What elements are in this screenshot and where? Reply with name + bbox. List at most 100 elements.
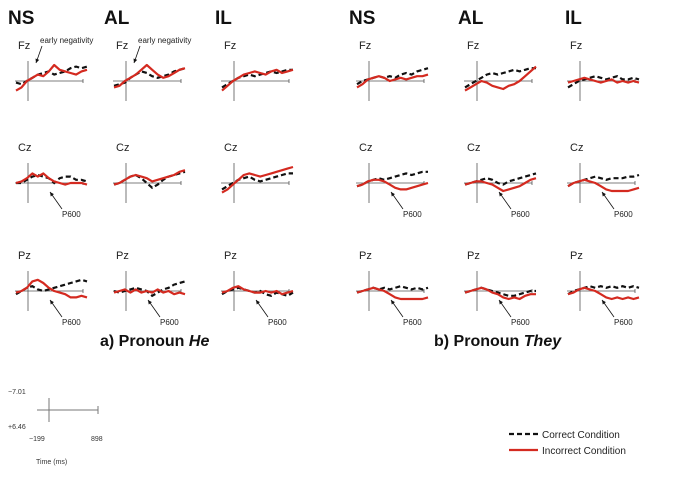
electrode-label: Cz — [116, 142, 129, 154]
erp-plot-they-il-fz: Fz — [567, 40, 640, 101]
waveform-incorrect — [113, 169, 186, 186]
waveform-incorrect — [567, 76, 640, 84]
waveform-correct — [221, 286, 294, 297]
group-label-they-ns: NS — [349, 8, 375, 29]
erp-plot-he-ns-fz: Fz — [15, 40, 88, 101]
group-label-they-al: AL — [458, 8, 484, 29]
waveform-incorrect — [356, 286, 429, 301]
electrode-label: Fz — [224, 40, 236, 52]
p600-label-he-ns-pz: P600 — [62, 318, 81, 327]
electrode-label: Fz — [467, 40, 479, 52]
erp-plot-they-il-pz: Pz — [567, 250, 640, 311]
scale-y-top-label: −7.01 — [8, 389, 26, 396]
electrode-label: Pz — [224, 250, 237, 262]
erp-plot-they-ns-cz: Cz — [356, 142, 429, 203]
erp-plot-he-al-fz: Fz — [113, 40, 186, 101]
early-negativity-label-he-ns-fz: early negativity — [40, 36, 93, 45]
p600-label-they-ns-pz: P600 — [403, 318, 422, 327]
p600-label-they-il-pz: P600 — [614, 318, 633, 327]
waveform-correct — [356, 170, 428, 188]
electrode-label: Fz — [18, 40, 30, 52]
electrode-label: Cz — [18, 142, 31, 154]
erp-plot-they-ns-fz: Fz — [356, 40, 429, 101]
waveform-incorrect — [464, 65, 537, 92]
p600-label-they-il-cz: P600 — [614, 210, 633, 219]
waveform-incorrect — [464, 286, 536, 301]
waveform-correct — [464, 67, 536, 89]
electrode-label: Fz — [570, 40, 582, 52]
p600-arrow-they-il-cz-head — [602, 192, 606, 197]
p600-arrow-he-ns-pz-head — [50, 300, 54, 305]
erp-plot-he-il-cz: Cz — [221, 142, 294, 203]
p600-label-he-ns-cz: P600 — [62, 210, 81, 219]
p600-arrow-he-ns-cz-head — [50, 192, 54, 197]
electrode-label: Cz — [467, 142, 480, 154]
waveform-incorrect — [464, 177, 537, 193]
erp-plot-they-ns-pz: Pz — [356, 250, 429, 311]
p600-label-they-al-pz: P600 — [511, 318, 530, 327]
waveform-correct — [16, 173, 88, 185]
electrode-label: Cz — [224, 142, 237, 154]
electrode-label: Cz — [359, 142, 372, 154]
waveform-incorrect — [15, 63, 88, 92]
waveform-incorrect — [15, 278, 88, 299]
scale-bar: −7.01 +6.46 −199 898 Time (ms) — [8, 389, 103, 466]
p600-arrow-they-ns-pz-head — [391, 300, 395, 305]
electrode-label: Fz — [359, 40, 371, 52]
p600-label-they-ns-cz: P600 — [403, 210, 422, 219]
scale-x-right-label: 898 — [91, 436, 103, 443]
electrode-label: Cz — [570, 142, 583, 154]
waveform-incorrect — [356, 73, 429, 89]
erp-plot-he-al-pz: Pz — [113, 250, 186, 311]
p600-arrow-they-il-pz-head — [602, 300, 606, 305]
erp-plot-they-al-fz: Fz — [464, 40, 537, 101]
p600-label-he-al-pz: P600 — [160, 318, 179, 327]
caption-a: a) Pronoun He — [100, 333, 209, 350]
scale-x-title: Time (ms) — [36, 459, 67, 466]
waveform-incorrect — [221, 285, 294, 296]
group-label-they-il: IL — [565, 8, 582, 29]
scale-y-bottom-label: +6.46 — [8, 424, 26, 431]
waveform-incorrect — [356, 178, 429, 191]
waveform-incorrect — [221, 68, 294, 92]
waveform-incorrect — [221, 165, 294, 194]
legend-correct-label: Correct Condition — [542, 430, 620, 441]
electrode-label: Pz — [359, 250, 372, 262]
group-label-he-al: AL — [104, 8, 130, 29]
caption-b: b) Pronoun They — [434, 333, 562, 350]
erp-plot-he-il-pz: Pz — [221, 250, 294, 311]
early-negativity-label-he-al-fz: early negativity — [138, 36, 191, 45]
p600-arrow-he-il-pz-head — [256, 300, 260, 305]
erp-plot-they-al-cz: Cz — [464, 142, 537, 203]
early-neg-arrow-he-ns-fz-head — [35, 58, 40, 63]
electrode-label: Pz — [467, 250, 480, 262]
waveform-incorrect — [113, 63, 186, 89]
p600-arrow-they-ns-cz-head — [391, 192, 395, 197]
legend: Correct Condition Incorrect Condition — [509, 430, 626, 457]
erp-plot-they-al-pz: Pz — [464, 250, 536, 311]
early-neg-arrow-he-al-fz-head — [133, 58, 138, 63]
electrode-label: Pz — [18, 250, 31, 262]
legend-incorrect-label: Incorrect Condition — [542, 446, 626, 457]
p600-label-he-il-pz: P600 — [268, 318, 287, 327]
electrode-label: Pz — [116, 250, 129, 262]
erp-plot-he-il-fz: Fz — [221, 40, 294, 101]
waveform-incorrect — [567, 286, 640, 301]
erp-plot-he-ns-pz: Pz — [15, 250, 88, 311]
electrode-label: Pz — [570, 250, 583, 262]
p600-arrow-they-al-pz-head — [499, 300, 503, 305]
group-label-he-il: IL — [215, 8, 232, 29]
waveform-incorrect — [15, 172, 88, 186]
waveform-correct — [221, 172, 293, 191]
group-label-he-ns: NS — [8, 8, 34, 29]
erp-plot-they-il-cz: Cz — [567, 142, 640, 203]
waveform-correct — [113, 67, 186, 87]
waveform-correct — [113, 170, 186, 190]
waveform-correct — [15, 65, 88, 86]
waveform-incorrect — [567, 178, 640, 193]
p600-arrow-he-al-pz-head — [148, 300, 152, 305]
scale-x-left-label: −199 — [29, 436, 45, 443]
electrode-label: Fz — [116, 40, 128, 52]
p600-arrow-they-al-cz-head — [499, 192, 503, 197]
